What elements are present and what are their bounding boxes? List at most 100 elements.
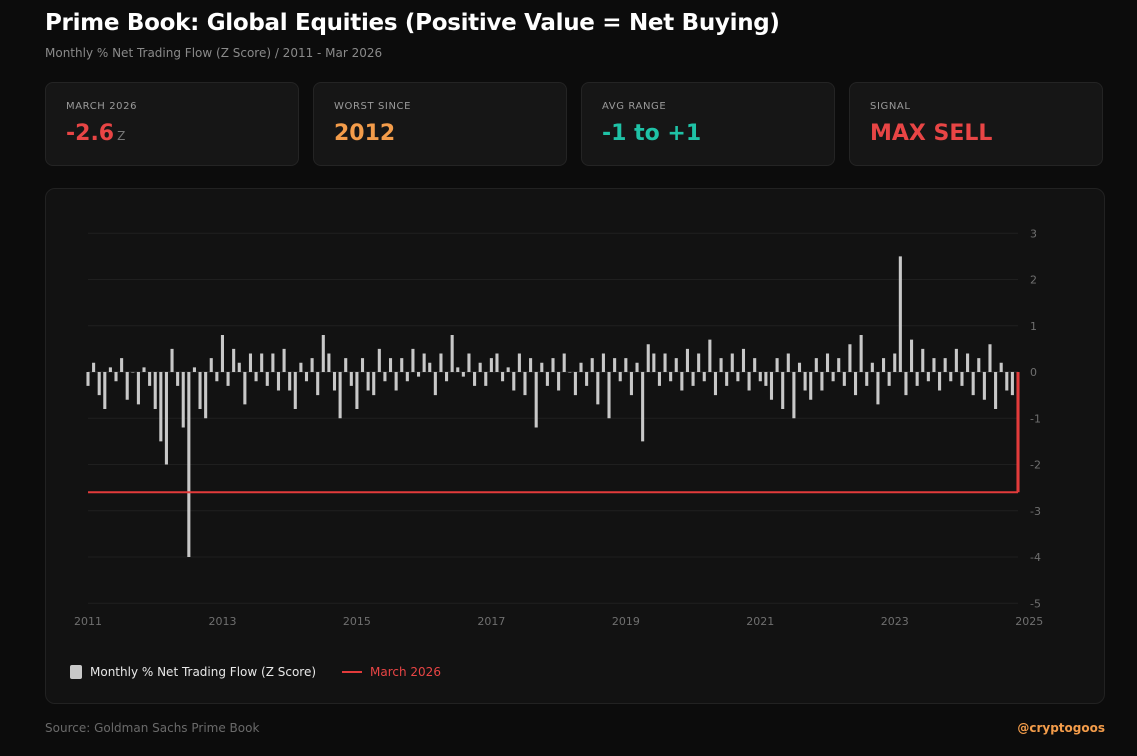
bar <box>517 353 521 372</box>
bar <box>966 353 970 372</box>
bar <box>887 372 891 386</box>
bar <box>674 358 678 372</box>
bar <box>433 372 437 396</box>
bar <box>960 372 964 386</box>
bar <box>540 362 544 372</box>
x-tick-label: 2011 <box>74 615 102 628</box>
bar <box>316 372 320 396</box>
bar <box>708 339 712 372</box>
bar <box>954 348 958 372</box>
footer-handle[interactable]: @cryptogoos <box>1017 721 1105 735</box>
bar <box>730 353 734 372</box>
bar <box>204 372 208 419</box>
footer-source: Source: Goldman Sachs Prime Book <box>45 721 260 735</box>
y-tick-label: 2 <box>1030 274 1037 287</box>
bar <box>904 372 908 396</box>
y-tick-label: 1 <box>1030 320 1037 333</box>
bar <box>646 344 650 372</box>
card-value: 2012 <box>334 121 396 146</box>
bar <box>579 362 583 372</box>
bar <box>523 372 527 396</box>
bar <box>355 372 359 409</box>
bar <box>982 372 986 400</box>
bar <box>786 353 790 372</box>
bar <box>932 358 936 372</box>
bar <box>125 372 129 400</box>
bar <box>114 372 118 382</box>
y-tick-label: -3 <box>1030 505 1041 518</box>
bar <box>97 372 101 396</box>
bar <box>814 358 818 372</box>
bar <box>601 353 605 372</box>
bar <box>624 358 628 372</box>
bar <box>657 372 661 386</box>
bar <box>915 372 919 386</box>
bar <box>120 358 124 372</box>
legend-label-flow: Monthly % Net Trading Flow (Z Score) <box>90 665 317 679</box>
bar <box>495 353 499 372</box>
bar <box>400 358 404 372</box>
bar <box>411 348 415 372</box>
bar <box>753 358 757 372</box>
bar <box>260 353 264 372</box>
bar <box>86 372 90 386</box>
bar <box>910 339 914 372</box>
bar <box>977 358 981 372</box>
bar <box>164 372 168 465</box>
x-tick-label: 2025 <box>1015 615 1043 628</box>
card-label: SIGNAL <box>870 101 911 112</box>
bar <box>293 372 297 409</box>
bar <box>422 353 426 372</box>
bar <box>797 362 802 372</box>
bar <box>557 372 561 391</box>
y-tick-label: -1 <box>1030 412 1041 425</box>
bar <box>635 362 639 372</box>
x-tick-label: 2013 <box>208 615 236 628</box>
bar <box>473 372 477 386</box>
x-tick-label: 2021 <box>746 615 774 628</box>
bar <box>170 348 174 372</box>
card-worst-since: WORST SINCE 2012 <box>313 82 567 166</box>
bar <box>254 372 258 382</box>
bar <box>988 344 992 372</box>
x-tick-label: 2019 <box>612 615 640 628</box>
bar <box>198 372 202 409</box>
legend-swatch-bar <box>70 665 82 679</box>
bar <box>837 358 841 372</box>
bar <box>736 372 740 382</box>
bar <box>607 372 611 419</box>
bar <box>702 372 706 382</box>
bar <box>417 372 421 377</box>
bar <box>445 372 449 382</box>
bar <box>142 367 146 372</box>
bar <box>349 372 353 386</box>
bar <box>304 372 309 382</box>
bar <box>596 372 600 405</box>
bar <box>187 372 191 557</box>
bar <box>506 367 510 372</box>
bar <box>276 372 281 391</box>
y-tick-label: -2 <box>1030 459 1041 472</box>
bar <box>1005 372 1009 391</box>
bar <box>921 348 925 372</box>
bar <box>388 358 393 372</box>
card-avg-range: AVG RANGE -1 to +1 <box>581 82 835 166</box>
bar <box>691 372 695 386</box>
card-unit: Z <box>117 129 126 143</box>
bar <box>893 353 897 372</box>
bar <box>271 353 275 372</box>
page-title: Prime Book: Global Equities (Positive Va… <box>45 10 780 36</box>
bar <box>136 372 140 405</box>
y-tick-label: -4 <box>1030 551 1041 564</box>
bar <box>680 372 684 391</box>
bar <box>775 358 779 372</box>
bar <box>769 372 774 400</box>
bar <box>288 372 292 391</box>
bar <box>590 358 594 372</box>
bar <box>853 372 858 396</box>
bar <box>1010 372 1014 396</box>
bar <box>831 372 835 382</box>
bar <box>949 372 953 382</box>
bar <box>366 372 370 391</box>
bar <box>758 372 762 382</box>
